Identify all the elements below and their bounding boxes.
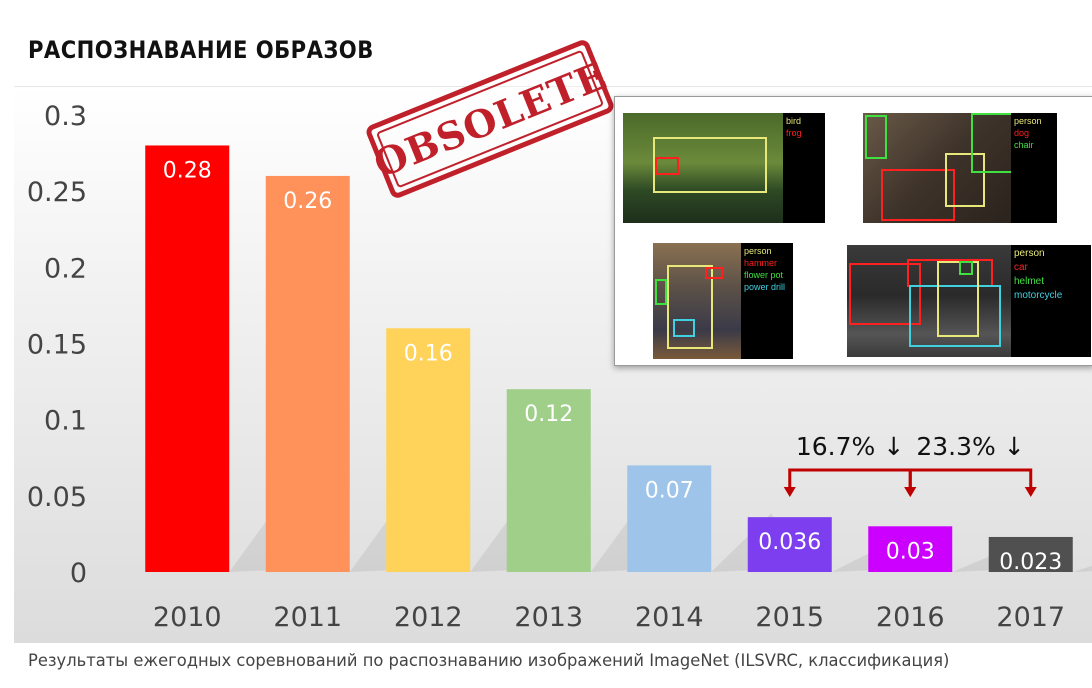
drop-annotation: 23.3% ↓	[916, 432, 1024, 461]
label-text: person	[1014, 248, 1045, 259]
labels-panel-2: person dog chair	[1011, 113, 1057, 223]
label-text: motorcycle	[1014, 290, 1063, 301]
x-tick-label: 2017	[996, 602, 1065, 633]
box-helmet	[959, 261, 973, 275]
bar-value-label: 0.07	[645, 478, 694, 503]
label-text: car	[1014, 262, 1028, 273]
y-tick-label: 0.2	[44, 253, 87, 284]
page-title: РАСПОЗНАВАНИЕ ОБРАЗОВ	[28, 36, 374, 64]
caption: Результаты ежегодных соревнований по рас…	[28, 651, 950, 671]
box-chair	[865, 115, 887, 159]
box-hammer	[705, 267, 723, 279]
x-tick-label: 2016	[876, 602, 945, 633]
labels-panel-4: person car helmet motorcycle	[1011, 245, 1091, 357]
bar-value-label: 0.12	[524, 402, 573, 427]
bar-value-label: 0.28	[163, 158, 212, 183]
bar-value-label: 0.036	[758, 530, 821, 555]
box-chair-2	[971, 113, 1013, 173]
annotation-arrowhead	[1024, 487, 1037, 497]
x-tick-label: 2013	[514, 602, 583, 633]
annotation-bracket	[908, 468, 1033, 494]
box-person	[937, 261, 979, 337]
label-text: helmet	[1014, 276, 1045, 287]
bar-value-label: 0.03	[886, 539, 935, 564]
detection-examples-image: bird frog person dog chair person hammer…	[614, 96, 1092, 366]
bar-value-label: 0.26	[283, 189, 332, 214]
bar-shadow	[1072, 565, 1092, 572]
bar-2013	[506, 389, 591, 572]
box-person	[667, 265, 713, 349]
x-tick-label: 2011	[273, 602, 342, 633]
annotation-arrowhead	[783, 487, 796, 497]
photo-bird	[623, 113, 785, 223]
label-text: dog	[1014, 128, 1030, 138]
box-frog	[655, 157, 679, 175]
bar-2014	[627, 465, 712, 572]
photo-workshop	[653, 243, 743, 359]
y-tick-label: 0.1	[44, 406, 87, 437]
label-text: frog	[786, 128, 802, 138]
y-tick-label: 0.05	[27, 482, 87, 513]
box-flower-pot	[655, 279, 667, 305]
y-tick-label: 0.3	[44, 101, 87, 132]
bar-value-label: 0.023	[999, 550, 1062, 575]
label-text: person	[744, 246, 772, 256]
x-tick-label: 2014	[635, 602, 704, 633]
box-dog	[881, 169, 955, 221]
photo-dog	[863, 113, 1013, 223]
label-text: person	[1014, 116, 1042, 126]
label-text: chair	[1014, 140, 1034, 150]
box-person	[945, 153, 985, 207]
x-tick-label: 2012	[394, 602, 463, 633]
annotation-bracket	[788, 468, 912, 494]
drop-annotation: 16.7% ↓	[796, 432, 904, 461]
bar-2010	[145, 145, 230, 572]
bar-2015	[747, 517, 832, 572]
x-tick-label: 2010	[153, 602, 222, 633]
bar-value-label: 0.16	[404, 341, 453, 366]
annotation-arrowhead	[904, 487, 917, 497]
box-bird	[653, 137, 767, 193]
y-tick-label: 0	[70, 558, 87, 589]
label-text: flower pot	[744, 270, 784, 280]
bar-2017	[988, 536, 1073, 572]
label-text: hammer	[744, 258, 778, 268]
box-power-drill	[673, 319, 695, 337]
labels-panel-3: person hammer flower pot power drill	[741, 243, 793, 359]
bar-2011	[265, 175, 350, 572]
bar-chart: 0 0.05 0.1 0.15 0.2 0.25 0.3 0.28 2010 0.26 2011 0.…	[27, 101, 1092, 633]
box-car	[849, 263, 921, 325]
bar-2016	[868, 526, 953, 572]
labels-panel-1: bird frog	[783, 113, 825, 223]
x-tick-label: 2015	[755, 602, 824, 633]
label-text: bird	[786, 116, 802, 126]
box-motorcycle	[909, 285, 1001, 347]
photo-motorcycle	[847, 245, 1013, 357]
label-text: power drill	[744, 282, 786, 292]
y-tick-label: 0.15	[27, 330, 87, 361]
y-tick-label: 0.25	[27, 177, 87, 208]
bar-2012	[386, 328, 471, 572]
